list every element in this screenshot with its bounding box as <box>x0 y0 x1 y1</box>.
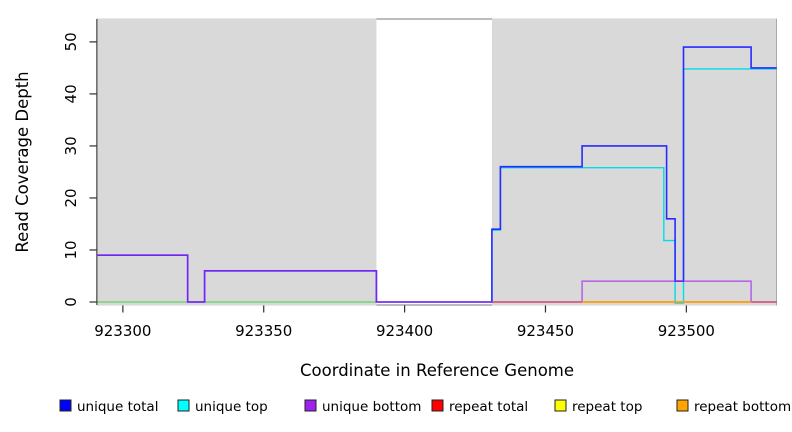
legend-swatch-repeat_total <box>431 399 444 412</box>
x-axis-tick-label: 923300 <box>94 322 151 340</box>
legend-swatch-repeat_bottom <box>676 399 689 412</box>
legend-label-unique_top: unique top <box>195 399 268 415</box>
legend-label-repeat_total: repeat total <box>449 399 528 415</box>
shaded-region <box>97 18 377 306</box>
legend-swatch-unique_bottom <box>304 399 317 412</box>
legend-swatch-unique_top <box>177 399 190 412</box>
legend-swatch-unique_total <box>59 399 72 412</box>
y-axis-tick-label: 40 <box>62 84 80 103</box>
plot-background-layer <box>97 18 777 306</box>
legend-label-repeat_bottom: repeat bottom <box>694 399 791 415</box>
y-axis-tick-label: 30 <box>62 136 80 155</box>
x-axis-tick-label: 923450 <box>517 322 574 340</box>
axes-layer: 0 10 20 30 40 50 923300 923350 923400 923450 92350… <box>62 19 715 340</box>
x-axis-tick-label: 923400 <box>376 322 433 340</box>
series-line-unique_bottom <box>97 254 777 303</box>
legend-label-repeat_top: repeat top <box>572 399 642 415</box>
y-axis-tick-label: 0 <box>62 297 80 307</box>
y-axis-tick-label: 20 <box>62 188 80 207</box>
y-axis-title: Read Coverage Depth <box>13 71 32 252</box>
x-axis-title: Coordinate in Reference Genome <box>300 361 574 380</box>
legend: unique total unique top unique bottom repea… <box>59 399 791 415</box>
x-axis-tick-label: 923500 <box>658 322 715 340</box>
legend-swatch-repeat_top <box>554 399 567 412</box>
y-axis-tick-label: 50 <box>62 32 80 51</box>
y-axis-tick-label: 10 <box>62 240 80 259</box>
x-axis-tick-label: 923350 <box>235 322 292 340</box>
series-layer <box>97 46 777 304</box>
shaded-region <box>491 18 777 306</box>
legend-label-unique_bottom: unique bottom <box>322 399 421 415</box>
legend-label-unique_total: unique total <box>77 399 158 415</box>
